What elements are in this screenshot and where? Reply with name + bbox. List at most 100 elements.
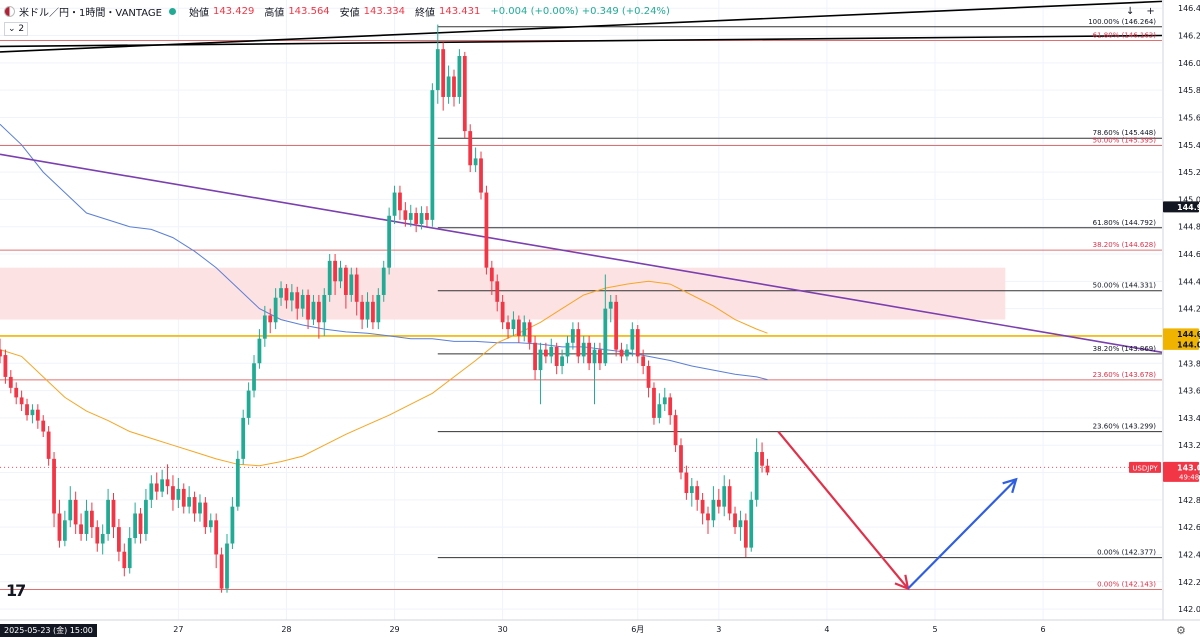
candle-body bbox=[203, 502, 208, 528]
y-tick-label: 145.400 bbox=[1178, 141, 1200, 150]
forecast-arrow-head bbox=[1002, 477, 1018, 494]
candle-body bbox=[208, 520, 213, 528]
candle-body bbox=[441, 49, 446, 97]
y-tick-label: 142.400 bbox=[1178, 550, 1200, 559]
candle-body bbox=[576, 329, 581, 357]
change-value: +0.004 (+0.00%) +0.349 (+0.24%) bbox=[490, 6, 670, 17]
candle-body bbox=[316, 301, 321, 323]
candle-body bbox=[84, 510, 89, 534]
candle-body bbox=[457, 55, 462, 97]
x-tick-label: 27 bbox=[173, 625, 183, 634]
fib-level-label: 61.80% (144.792) bbox=[1093, 219, 1157, 227]
candle-body bbox=[565, 342, 570, 357]
candle-body bbox=[619, 349, 624, 357]
candle-body bbox=[711, 499, 716, 521]
candle-body bbox=[181, 488, 186, 507]
y-tick-label: 142.000 bbox=[1178, 605, 1200, 614]
candle-body bbox=[376, 294, 381, 323]
candle-body bbox=[500, 301, 505, 323]
y-tick-label: 142.800 bbox=[1178, 496, 1200, 505]
candle-body bbox=[435, 49, 440, 91]
candle-body bbox=[149, 483, 154, 500]
price-tag bbox=[1163, 201, 1199, 213]
y-tick-label: 145.000 bbox=[1178, 195, 1200, 204]
high-label: 高値 bbox=[264, 8, 285, 19]
candle-body bbox=[560, 356, 564, 366]
candle-body bbox=[727, 486, 732, 514]
fib-level-label: 38.20% (144.628) bbox=[1093, 241, 1157, 249]
forecast-arrow-head bbox=[894, 574, 910, 591]
candle-body bbox=[522, 322, 527, 336]
symbol-name[interactable]: 米ドル／円・1時間・VANTAGE bbox=[19, 8, 162, 19]
candle-body bbox=[100, 533, 105, 544]
countdown-label: 49:48 bbox=[1179, 473, 1199, 481]
candle-body bbox=[219, 554, 224, 589]
price-tag-label: 144.015 bbox=[1177, 330, 1200, 339]
candle-body bbox=[41, 420, 46, 432]
candle-body bbox=[171, 486, 175, 500]
candle-body bbox=[306, 294, 310, 320]
y-tick-label: 144.400 bbox=[1178, 277, 1200, 286]
candle-body bbox=[716, 499, 721, 507]
candle-body bbox=[754, 452, 759, 500]
fib-level-label: 0.00% (142.143) bbox=[1097, 581, 1156, 589]
fib-level-label: 50.00% (144.331) bbox=[1093, 282, 1157, 290]
download-arrow-icon[interactable]: ↓ bbox=[1126, 6, 1135, 17]
x-tick-label: 4 bbox=[824, 625, 829, 634]
candle-body bbox=[371, 301, 375, 323]
candle-body bbox=[695, 486, 700, 500]
candle-body bbox=[387, 215, 392, 268]
fib-level-label: 50.00% (145.395) bbox=[1093, 136, 1157, 144]
candle-body bbox=[252, 363, 256, 391]
gear-icon[interactable]: ⚙ bbox=[1176, 624, 1186, 637]
candle-body bbox=[73, 499, 78, 525]
candle-body bbox=[381, 267, 386, 295]
candle-body bbox=[635, 329, 640, 357]
tradingview-logo: 17 bbox=[6, 581, 26, 600]
candle-body bbox=[279, 288, 283, 298]
price-tag bbox=[1163, 338, 1199, 350]
y-tick-label: 145.600 bbox=[1178, 113, 1200, 122]
y-tick-label: 146.200 bbox=[1178, 32, 1200, 41]
candle-body bbox=[430, 90, 435, 220]
axis-toolbar: ↓ + bbox=[1126, 6, 1155, 17]
y-tick-label: 143.200 bbox=[1178, 441, 1200, 450]
candle-body bbox=[706, 513, 710, 521]
candle-body bbox=[14, 387, 19, 398]
candle-body bbox=[549, 346, 554, 357]
y-tick-label: 144.800 bbox=[1178, 223, 1200, 232]
candle-body bbox=[506, 322, 510, 330]
candle-body bbox=[700, 499, 705, 514]
low-value: 143.334 bbox=[363, 6, 406, 17]
plus-icon[interactable]: + bbox=[1146, 6, 1155, 17]
chart-legend: 米ドル／円・1時間・VANTAGE 始値 143.429 高値 143.564 … bbox=[4, 4, 670, 19]
candle-body bbox=[322, 294, 327, 323]
candle-body bbox=[603, 308, 608, 364]
candle-body bbox=[760, 452, 764, 466]
x-tick-label: 28 bbox=[281, 625, 291, 634]
candle-body bbox=[743, 520, 748, 548]
candle-body bbox=[652, 387, 656, 418]
candle-body bbox=[398, 192, 402, 211]
candle-body bbox=[581, 342, 586, 357]
symbol-tag bbox=[1129, 461, 1161, 473]
candle-body bbox=[495, 281, 500, 302]
x-tick-label: 6 bbox=[1041, 625, 1046, 634]
close-value: 143.431 bbox=[439, 6, 481, 17]
indicator-toggle[interactable]: ⌄ 2 bbox=[4, 22, 29, 36]
y-tick-label: 143.600 bbox=[1178, 387, 1200, 396]
candle-body bbox=[473, 158, 478, 166]
candle-body bbox=[68, 499, 73, 521]
candle-body bbox=[333, 260, 337, 282]
trend-line bbox=[0, 0, 1163, 53]
market-status-icon bbox=[168, 8, 176, 15]
candle-body bbox=[300, 294, 305, 309]
x-tick-label: 5 bbox=[932, 625, 937, 634]
candle-body bbox=[738, 520, 743, 528]
start-date-label: 2025-05-23 (金) 15:00 bbox=[0, 624, 97, 637]
candle-body bbox=[511, 319, 516, 330]
moving-average-line bbox=[0, 280, 768, 467]
trend-line bbox=[0, 34, 1163, 48]
candle-body bbox=[89, 510, 94, 528]
